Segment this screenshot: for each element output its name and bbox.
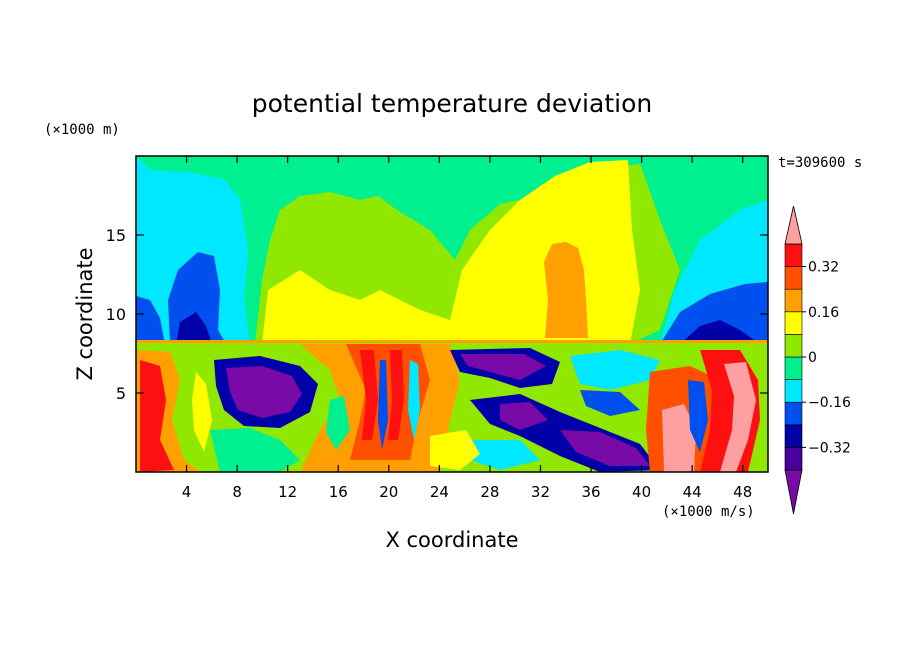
colorbar-segment xyxy=(784,243,803,267)
field-region xyxy=(176,312,212,344)
x-tick-label: 44 xyxy=(683,483,702,501)
field-region xyxy=(570,350,660,390)
colorbar-tick-label: 0.32 xyxy=(808,260,839,276)
x-ticks: 4 8 12 16 20 24 28 32 36 40 44 48 xyxy=(182,156,752,501)
y-tick-label: 15 xyxy=(106,226,126,245)
field-region xyxy=(430,430,480,470)
x-tick-label: 12 xyxy=(278,483,297,501)
field-region xyxy=(544,242,588,338)
colorbar: 0.32 0.16 0 −0.16 −0.32 xyxy=(784,205,851,515)
field-region xyxy=(720,362,756,472)
x-tick-label: 48 xyxy=(733,483,752,501)
field-region xyxy=(136,340,768,344)
field-region xyxy=(210,428,300,472)
x-units-label: (×1000 m/s) xyxy=(662,504,755,520)
colorbar-segment xyxy=(784,356,803,380)
y-ticks: 5 10 15 xyxy=(106,226,768,403)
colorbar-segment xyxy=(784,379,803,403)
field-region xyxy=(660,282,768,344)
x-tick-label: 20 xyxy=(379,483,398,501)
x-tick-label: 4 xyxy=(182,483,192,501)
field-region xyxy=(680,320,760,344)
y-tick-label: 5 xyxy=(116,384,126,403)
x-tick-label: 24 xyxy=(430,483,449,501)
field-region xyxy=(688,380,708,452)
colorbar-segment xyxy=(784,334,803,358)
contour-field xyxy=(136,156,768,472)
field-region xyxy=(192,372,212,452)
field-region xyxy=(378,360,388,450)
x-tick-label: 16 xyxy=(329,483,348,501)
field-region xyxy=(460,354,546,380)
field-region xyxy=(326,396,350,450)
field-region xyxy=(388,350,404,440)
x-tick-label: 36 xyxy=(581,483,600,501)
colorbar-segment xyxy=(784,311,803,335)
colorbar-tick-label: 0 xyxy=(808,350,817,366)
field-region xyxy=(470,440,540,470)
colorbar-segment xyxy=(784,401,803,426)
colorbar-segment xyxy=(784,447,803,471)
y-units-label: (×1000 m) xyxy=(44,122,120,138)
field-region xyxy=(662,404,696,472)
colorbar-segment xyxy=(784,424,803,448)
x-tick-label: 28 xyxy=(480,483,499,501)
field-region xyxy=(262,160,640,344)
x-tick-label: 32 xyxy=(531,483,550,501)
field-region xyxy=(500,402,548,430)
field-region xyxy=(136,296,165,344)
field-region xyxy=(408,360,420,440)
colorbar-segment xyxy=(784,266,803,290)
y-axis-label: Z coordinate xyxy=(73,247,97,380)
time-label: t=309600 s xyxy=(778,155,862,171)
field-region xyxy=(580,390,640,416)
field-region xyxy=(226,366,302,418)
chart-title: potential temperature deviation xyxy=(252,89,652,118)
colorbar-tick-label: −0.16 xyxy=(808,395,851,411)
x-tick-label: 40 xyxy=(632,483,651,501)
colorbar-segment xyxy=(784,288,803,313)
y-tick-label: 10 xyxy=(106,305,126,324)
colorbar-tick-label: 0.16 xyxy=(808,305,839,321)
x-tick-label: 8 xyxy=(232,483,242,501)
field-region xyxy=(560,430,650,466)
colorbar-extend-max xyxy=(784,205,803,245)
colorbar-tick-label: −0.32 xyxy=(808,440,851,456)
field-region xyxy=(360,350,378,440)
colorbar-extend-min xyxy=(784,469,803,515)
lower-layer xyxy=(136,343,768,472)
x-axis-label: X coordinate xyxy=(385,528,518,552)
field-region xyxy=(140,360,174,472)
field-region xyxy=(136,156,250,344)
